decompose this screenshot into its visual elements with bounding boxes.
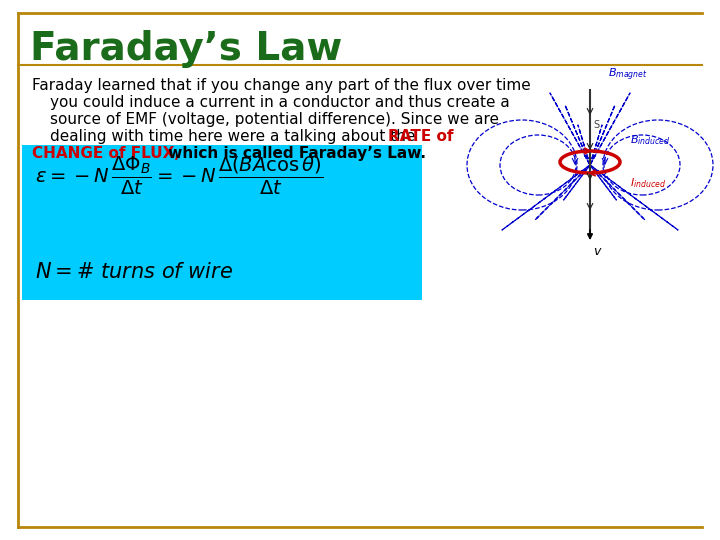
Text: CHANGE of FLUX,: CHANGE of FLUX, (32, 146, 180, 161)
Text: $I_{induced}$: $I_{induced}$ (630, 176, 666, 190)
Text: dealing with time here were a talking about the: dealing with time here were a talking ab… (50, 129, 420, 144)
Text: $B_{induced}$: $B_{induced}$ (630, 133, 670, 147)
Text: $N =\#$ turns of wire: $N =\#$ turns of wire (35, 262, 233, 282)
FancyBboxPatch shape (22, 145, 422, 300)
Text: RATE of: RATE of (388, 129, 454, 144)
Text: Faraday learned that if you change any part of the flux over time: Faraday learned that if you change any p… (32, 78, 531, 93)
Text: $v$: $v$ (593, 245, 603, 258)
Text: S: S (593, 120, 599, 130)
Text: $\varepsilon = -N\,\dfrac{\Delta\Phi_B}{\Delta t} = -N\,\dfrac{\Delta(BA\cos\the: $\varepsilon = -N\,\dfrac{\Delta\Phi_B}{… (35, 155, 323, 197)
Text: $B_{magnet}$: $B_{magnet}$ (608, 66, 648, 83)
Text: which is called Faraday’s Law.: which is called Faraday’s Law. (163, 146, 426, 161)
Text: Faraday’s Law: Faraday’s Law (30, 30, 342, 68)
Text: source of EMF (voltage, potential difference). Since we are: source of EMF (voltage, potential differ… (50, 112, 499, 127)
Text: you could induce a current in a conductor and thus create a: you could induce a current in a conducto… (50, 95, 510, 110)
